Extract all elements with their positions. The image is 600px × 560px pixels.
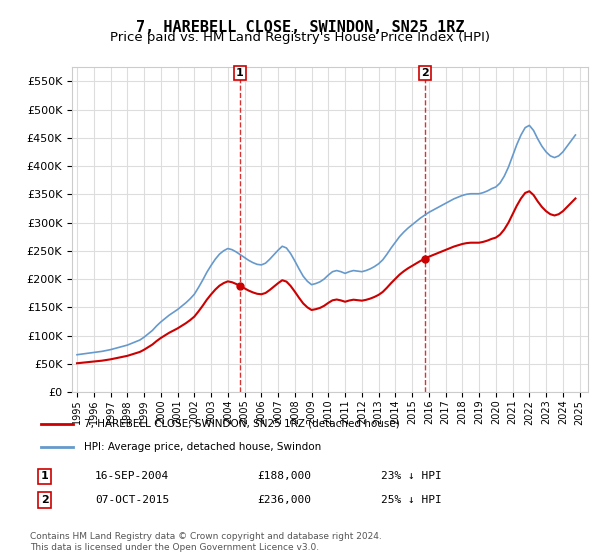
Text: £236,000: £236,000 bbox=[257, 495, 311, 505]
Text: 16-SEP-2004: 16-SEP-2004 bbox=[95, 472, 169, 482]
Text: 2: 2 bbox=[41, 495, 49, 505]
Text: 2: 2 bbox=[421, 68, 429, 78]
Text: Contains HM Land Registry data © Crown copyright and database right 2024.
This d: Contains HM Land Registry data © Crown c… bbox=[30, 532, 382, 552]
Text: 7, HAREBELL CLOSE, SWINDON, SN25 1RZ (detached house): 7, HAREBELL CLOSE, SWINDON, SN25 1RZ (de… bbox=[84, 419, 400, 429]
Text: 07-OCT-2015: 07-OCT-2015 bbox=[95, 495, 169, 505]
Text: 25% ↓ HPI: 25% ↓ HPI bbox=[381, 495, 442, 505]
Text: 1: 1 bbox=[236, 68, 244, 78]
Text: £188,000: £188,000 bbox=[257, 472, 311, 482]
Text: 7, HAREBELL CLOSE, SWINDON, SN25 1RZ: 7, HAREBELL CLOSE, SWINDON, SN25 1RZ bbox=[136, 20, 464, 35]
Text: Price paid vs. HM Land Registry's House Price Index (HPI): Price paid vs. HM Land Registry's House … bbox=[110, 31, 490, 44]
Text: 1: 1 bbox=[41, 472, 49, 482]
Text: HPI: Average price, detached house, Swindon: HPI: Average price, detached house, Swin… bbox=[84, 442, 321, 452]
Text: 23% ↓ HPI: 23% ↓ HPI bbox=[381, 472, 442, 482]
